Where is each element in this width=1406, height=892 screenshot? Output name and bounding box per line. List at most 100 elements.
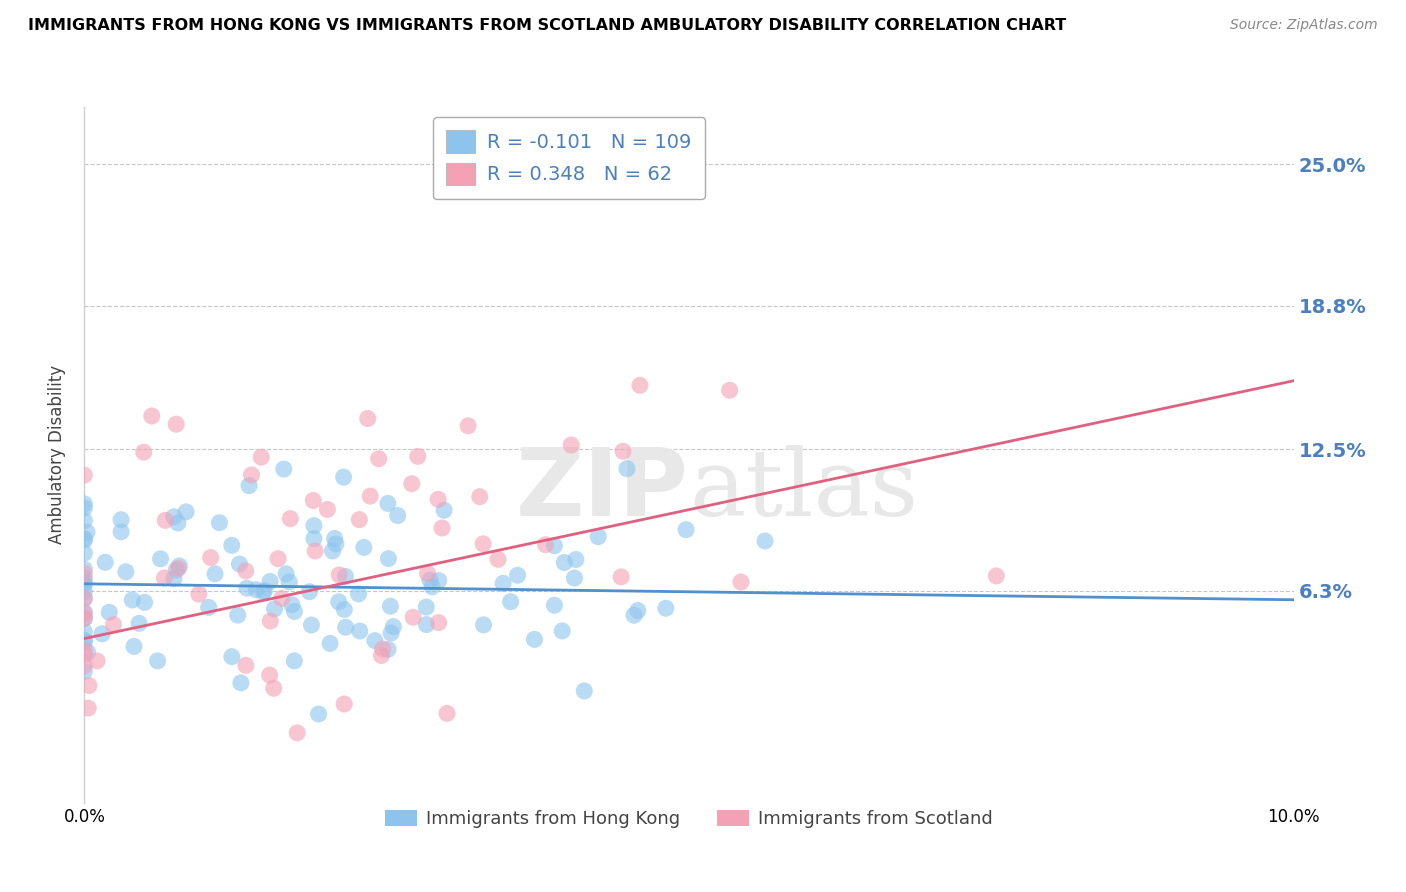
Point xyxy=(328,595,350,609)
Point xyxy=(273,462,295,476)
Point xyxy=(155,513,177,527)
Point xyxy=(416,566,439,581)
Point xyxy=(197,600,219,615)
Point xyxy=(221,538,243,552)
Point xyxy=(235,658,257,673)
Point xyxy=(73,533,96,548)
Point xyxy=(73,633,96,648)
Y-axis label: Ambulatory Disability: Ambulatory Disability xyxy=(48,366,66,544)
Point xyxy=(73,575,96,590)
Point xyxy=(472,537,495,551)
Point xyxy=(153,571,176,585)
Point xyxy=(486,552,509,566)
Point xyxy=(165,563,187,577)
Point xyxy=(349,624,371,638)
Point xyxy=(73,591,96,606)
Point xyxy=(73,514,96,528)
Point xyxy=(73,634,96,648)
Point xyxy=(73,611,96,625)
Point xyxy=(377,642,399,657)
Point xyxy=(285,726,308,740)
Point xyxy=(586,530,609,544)
Point xyxy=(406,450,429,464)
Point xyxy=(468,490,491,504)
Point xyxy=(73,658,96,673)
Point xyxy=(655,601,678,615)
Point xyxy=(332,470,354,484)
Text: Source: ZipAtlas.com: Source: ZipAtlas.com xyxy=(1230,18,1378,32)
Point xyxy=(506,568,529,582)
Point xyxy=(523,632,546,647)
Point xyxy=(103,617,125,632)
Point xyxy=(565,552,588,566)
Point xyxy=(121,593,143,607)
Point xyxy=(122,640,145,654)
Point xyxy=(77,679,100,693)
Point xyxy=(574,684,596,698)
Point xyxy=(628,378,651,392)
Point xyxy=(73,562,96,576)
Point xyxy=(499,595,522,609)
Point xyxy=(73,532,96,546)
Point xyxy=(302,518,325,533)
Point xyxy=(415,600,437,615)
Point xyxy=(427,492,450,507)
Point xyxy=(204,566,226,581)
Point xyxy=(73,571,96,585)
Point xyxy=(146,654,169,668)
Point xyxy=(98,605,121,619)
Point xyxy=(208,516,231,530)
Point xyxy=(250,450,273,464)
Point xyxy=(301,618,323,632)
Point xyxy=(357,411,380,425)
Point xyxy=(616,461,638,475)
Point xyxy=(263,681,285,696)
Point xyxy=(259,574,281,589)
Point xyxy=(754,533,776,548)
Point xyxy=(319,636,342,650)
Point xyxy=(77,701,100,715)
Point xyxy=(167,516,190,530)
Point xyxy=(245,582,267,597)
Point xyxy=(675,523,697,537)
Point xyxy=(115,565,138,579)
Point xyxy=(73,497,96,511)
Point xyxy=(73,578,96,592)
Point xyxy=(200,550,222,565)
Point xyxy=(91,627,114,641)
Point xyxy=(370,648,392,663)
Point xyxy=(253,583,276,598)
Point xyxy=(333,602,356,616)
Point xyxy=(302,532,325,546)
Point xyxy=(551,624,574,638)
Text: ZIP: ZIP xyxy=(516,443,689,536)
Point xyxy=(187,587,209,601)
Point xyxy=(259,614,281,628)
Point xyxy=(436,706,458,721)
Point xyxy=(328,568,350,582)
Point xyxy=(73,607,96,621)
Point xyxy=(110,524,132,539)
Point xyxy=(252,585,274,599)
Point xyxy=(553,556,575,570)
Point xyxy=(730,574,752,589)
Point xyxy=(226,608,249,623)
Point xyxy=(76,645,98,659)
Point xyxy=(278,511,301,525)
Point xyxy=(627,603,650,617)
Point xyxy=(149,551,172,566)
Point xyxy=(610,570,633,584)
Point xyxy=(401,476,423,491)
Point xyxy=(167,561,190,575)
Point xyxy=(128,616,150,631)
Point xyxy=(235,564,257,578)
Point xyxy=(276,566,298,581)
Point xyxy=(240,467,263,482)
Point xyxy=(353,541,375,555)
Point xyxy=(335,569,357,583)
Text: IMMIGRANTS FROM HONG KONG VS IMMIGRANTS FROM SCOTLAND AMBULATORY DISABILITY CORR: IMMIGRANTS FROM HONG KONG VS IMMIGRANTS … xyxy=(28,18,1066,33)
Point xyxy=(73,624,96,639)
Point xyxy=(259,668,281,682)
Point xyxy=(492,576,515,591)
Point xyxy=(132,445,155,459)
